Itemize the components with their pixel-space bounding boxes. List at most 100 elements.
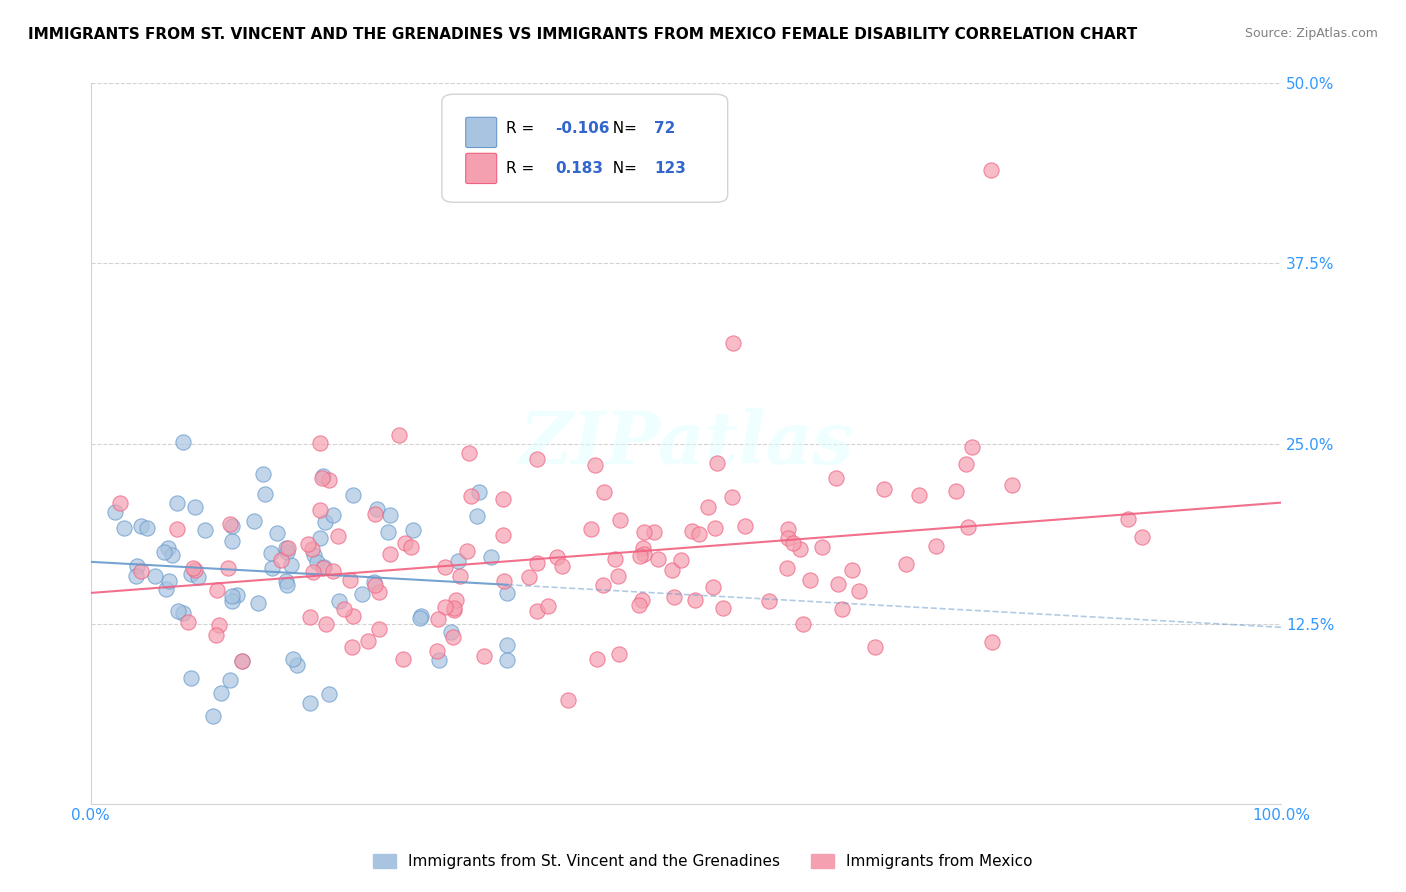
Immigrants from St. Vincent and the Grenadines — [312, 560, 335, 574]
Immigrants from Mexico — [378, 547, 401, 561]
Immigrants from St. Vincent and the Grenadines — [266, 526, 288, 541]
Immigrants from Mexico — [647, 552, 669, 566]
Immigrants from St. Vincent and the Grenadines — [253, 487, 276, 501]
Immigrants from Mexico — [825, 471, 848, 485]
Immigrants from Mexico — [734, 518, 756, 533]
Immigrants from Mexico — [583, 458, 606, 473]
Immigrants from St. Vincent and the Grenadines — [280, 558, 302, 572]
Immigrants from St. Vincent and the Grenadines — [322, 508, 344, 522]
Immigrants from Mexico — [593, 484, 616, 499]
Immigrants from Mexico — [720, 490, 742, 504]
Immigrants from St. Vincent and the Grenadines — [380, 508, 402, 522]
Immigrants from Mexico — [811, 541, 834, 555]
Immigrants from Mexico — [339, 573, 361, 587]
Immigrants from St. Vincent and the Grenadines — [247, 596, 270, 610]
Text: 0.183: 0.183 — [555, 161, 603, 176]
Immigrants from St. Vincent and the Grenadines — [166, 496, 188, 510]
Immigrants from Mexico — [721, 335, 744, 350]
Immigrants from Mexico — [776, 561, 799, 575]
Immigrants from Mexico — [368, 584, 391, 599]
Immigrants from Mexico — [433, 560, 456, 574]
Immigrants from Mexico — [208, 617, 231, 632]
Immigrants from Mexico — [357, 634, 380, 648]
Immigrants from Mexico — [536, 599, 558, 613]
Immigrants from St. Vincent and the Grenadines — [352, 586, 374, 600]
Immigrants from Mexico — [585, 652, 607, 666]
Immigrants from St. Vincent and the Grenadines — [218, 673, 240, 687]
Immigrants from St. Vincent and the Grenadines — [129, 518, 152, 533]
Immigrants from St. Vincent and the Grenadines — [221, 594, 243, 608]
Immigrants from Mexico — [388, 428, 411, 442]
Immigrants from Mexico — [301, 565, 323, 579]
Immigrants from St. Vincent and the Grenadines — [172, 607, 194, 621]
Immigrants from Mexico — [841, 563, 863, 577]
Text: IMMIGRANTS FROM ST. VINCENT AND THE GRENADINES VS IMMIGRANTS FROM MEXICO FEMALE : IMMIGRANTS FROM ST. VINCENT AND THE GREN… — [28, 27, 1137, 42]
Immigrants from Mexico — [702, 580, 724, 594]
Text: N=: N= — [603, 121, 641, 136]
Immigrants from St. Vincent and the Grenadines — [496, 638, 519, 652]
Immigrants from Mexico — [108, 496, 131, 510]
FancyBboxPatch shape — [465, 153, 496, 184]
Immigrants from St. Vincent and the Grenadines — [276, 578, 298, 592]
Immigrants from Mexico — [827, 576, 849, 591]
Immigrants from Mexico — [491, 528, 513, 542]
Immigrants from Mexico — [863, 640, 886, 654]
Immigrants from Mexico — [456, 544, 478, 558]
Immigrants from St. Vincent and the Grenadines — [221, 519, 243, 533]
Immigrants from Mexico — [394, 536, 416, 550]
Immigrants from St. Vincent and the Grenadines — [465, 508, 488, 523]
Immigrants from St. Vincent and the Grenadines — [221, 534, 243, 549]
Immigrants from Mexico — [364, 578, 387, 592]
Immigrants from St. Vincent and the Grenadines — [260, 546, 283, 560]
Immigrants from St. Vincent and the Grenadines — [209, 686, 232, 700]
Immigrants from St. Vincent and the Grenadines — [184, 500, 207, 515]
Immigrants from St. Vincent and the Grenadines — [143, 569, 166, 583]
Immigrants from St. Vincent and the Grenadines — [409, 609, 432, 624]
Immigrants from Mexico — [606, 569, 628, 583]
Immigrants from Mexico — [551, 558, 574, 573]
Immigrants from Mexico — [592, 578, 614, 592]
Immigrants from Mexico — [925, 539, 948, 553]
Text: 72: 72 — [654, 121, 675, 136]
Immigrants from St. Vincent and the Grenadines — [243, 515, 266, 529]
Immigrants from St. Vincent and the Grenadines — [136, 521, 159, 535]
Immigrants from Mexico — [460, 488, 482, 502]
Immigrants from Mexico — [277, 541, 299, 556]
Immigrants from St. Vincent and the Grenadines — [366, 501, 388, 516]
Immigrants from Mexico — [444, 593, 467, 607]
Immigrants from Mexico — [308, 435, 330, 450]
Immigrants from St. Vincent and the Grenadines — [167, 604, 190, 618]
Immigrants from St. Vincent and the Grenadines — [157, 574, 180, 588]
Text: 123: 123 — [654, 161, 686, 176]
Immigrants from St. Vincent and the Grenadines — [299, 696, 322, 710]
Immigrants from Mexico — [492, 574, 515, 588]
Immigrants from St. Vincent and the Grenadines — [231, 654, 253, 668]
Immigrants from St. Vincent and the Grenadines — [262, 560, 284, 574]
Immigrants from Mexico — [873, 483, 896, 497]
Immigrants from Mexico — [661, 563, 683, 577]
Immigrants from Mexico — [778, 531, 800, 545]
Immigrants from Mexico — [472, 649, 495, 664]
Immigrants from Mexico — [630, 593, 652, 607]
Immigrants from Mexico — [333, 601, 356, 615]
Immigrants from Mexico — [776, 522, 799, 536]
Immigrants from Mexico — [669, 552, 692, 566]
Immigrants from Mexico — [364, 508, 387, 522]
Immigrants from Mexico — [270, 553, 292, 567]
Immigrants from St. Vincent and the Grenadines — [281, 652, 304, 666]
Immigrants from St. Vincent and the Grenadines — [447, 554, 470, 568]
Immigrants from St. Vincent and the Grenadines — [180, 567, 202, 582]
Immigrants from St. Vincent and the Grenadines — [402, 523, 425, 537]
Immigrants from Mexico — [184, 563, 207, 577]
Immigrants from Mexico — [205, 582, 228, 597]
Immigrants from St. Vincent and the Grenadines — [127, 558, 149, 573]
Immigrants from Mexico — [957, 520, 980, 534]
Immigrants from St. Vincent and the Grenadines — [194, 523, 217, 537]
FancyBboxPatch shape — [441, 95, 728, 202]
Immigrants from Mexico — [177, 615, 200, 629]
Immigrants from St. Vincent and the Grenadines — [160, 548, 183, 562]
Immigrants from St. Vincent and the Grenadines — [309, 531, 332, 545]
Immigrants from St. Vincent and the Grenadines — [124, 569, 146, 583]
Immigrants from Mexico — [579, 522, 602, 536]
Immigrants from Mexico — [129, 564, 152, 578]
